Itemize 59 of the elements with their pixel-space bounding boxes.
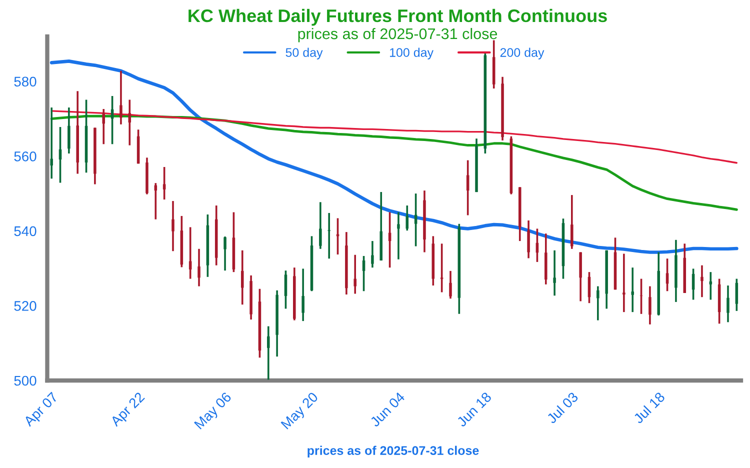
candlestick	[284, 270, 288, 310]
candlestick	[406, 204, 409, 232]
candlestick	[666, 258, 669, 292]
candlestick	[354, 254, 356, 295]
x-tick-label: Jul 18	[632, 391, 666, 424]
candlestick	[50, 106, 53, 180]
candlestick	[735, 278, 738, 312]
candlestick	[172, 200, 174, 252]
legend-label: 100 day	[390, 48, 434, 60]
candlestick	[110, 95, 114, 146]
y-tick-label: 540	[14, 226, 36, 236]
candlestick	[414, 192, 418, 248]
candlestick	[440, 242, 444, 294]
x-tick-label: Apr 07	[22, 392, 60, 429]
x-tick-label: Jun 18	[456, 392, 492, 428]
legend-label: 200 day	[500, 48, 544, 60]
candlestick	[319, 201, 322, 250]
line-series	[50, 60, 738, 254]
candlestick	[68, 106, 70, 154]
candlestick	[162, 166, 166, 200]
candlestick	[371, 240, 374, 268]
candlestick	[622, 252, 626, 313]
candlestick	[631, 266, 634, 313]
candlestick	[596, 285, 600, 322]
candlestick	[266, 325, 270, 380]
candlestick	[362, 255, 366, 292]
candlestick	[328, 212, 330, 260]
x-tick-label: Apr 22	[110, 392, 147, 429]
y-tick-label: 500	[14, 376, 36, 386]
candlestick	[449, 270, 452, 300]
x-tick-label: Jun 04	[369, 391, 406, 428]
candlestick	[240, 249, 244, 306]
x-tick-label: May 20	[280, 392, 321, 432]
candlestick	[102, 108, 106, 146]
x-tick-label: Jul 03	[546, 391, 579, 424]
candlestick	[198, 248, 200, 288]
text: prices as of 2025-07-31 close	[308, 446, 479, 458]
chart-subtitle: prices as of 2025-07-31 close	[298, 28, 498, 42]
candlestick	[709, 271, 712, 301]
legend-label: 50 day	[286, 48, 323, 60]
candlestick	[188, 226, 192, 280]
candlestick	[128, 98, 132, 146]
y-tick-label: 560	[14, 151, 36, 162]
candlestick	[570, 194, 574, 250]
candlestick	[648, 285, 652, 326]
candlestick	[397, 211, 400, 260]
candlestick	[120, 70, 122, 126]
candlestick	[527, 220, 530, 260]
candlestick	[302, 268, 304, 322]
candlestick	[466, 159, 470, 216]
candlestick	[640, 278, 643, 315]
candlestick	[224, 236, 226, 272]
y-tick-label: 580	[14, 76, 36, 87]
candlestick	[553, 249, 556, 297]
x-tick-label: May 06	[194, 392, 234, 432]
candlestick	[700, 264, 704, 298]
candlestick	[726, 284, 730, 324]
y-tick-label: 520	[14, 301, 36, 311]
chart-title: KC Wheat Daily Futures Front Month Continuous	[188, 8, 607, 26]
